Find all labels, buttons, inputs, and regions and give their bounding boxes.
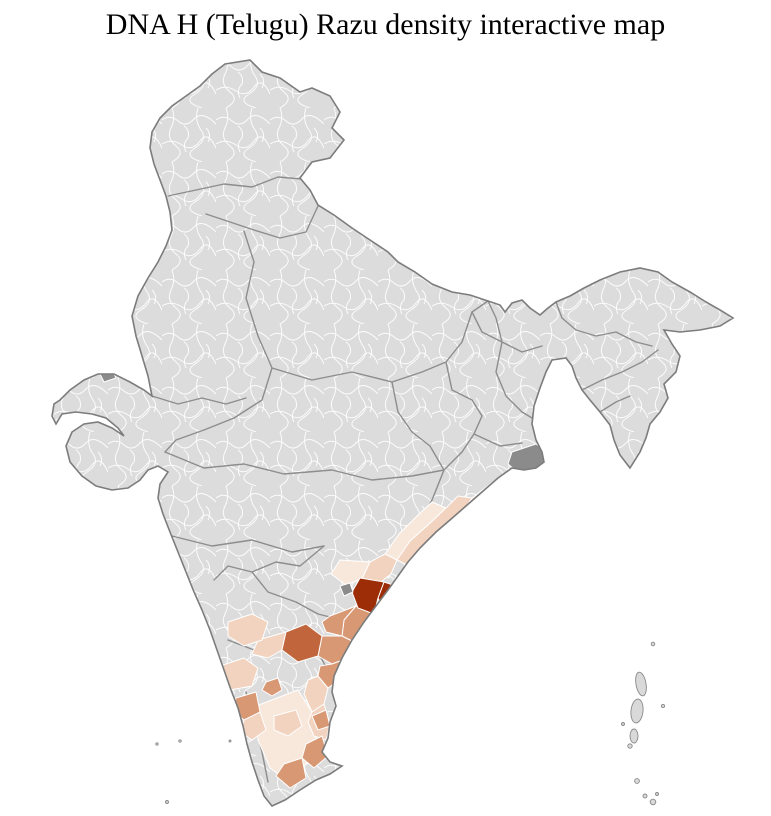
district-medium[interactable]	[275, 757, 307, 789]
density-districts-high	[281, 623, 323, 663]
district-low[interactable]	[273, 709, 303, 737]
district-highest[interactable]	[377, 581, 411, 619]
district-medium[interactable]	[321, 605, 357, 637]
district-low[interactable]	[213, 657, 259, 691]
small-dark-district	[339, 582, 354, 597]
district-borders-mesh	[52, 60, 733, 806]
lakshadweep-islands[interactable]	[155, 739, 232, 804]
district-low[interactable]	[227, 613, 269, 647]
page-title: DNA H (Telugu) Razu density interactive …	[105, 8, 666, 41]
district-high[interactable]	[281, 623, 323, 663]
andaman-nicobar-islands[interactable]	[621, 641, 666, 806]
district-medium[interactable]	[261, 677, 283, 697]
